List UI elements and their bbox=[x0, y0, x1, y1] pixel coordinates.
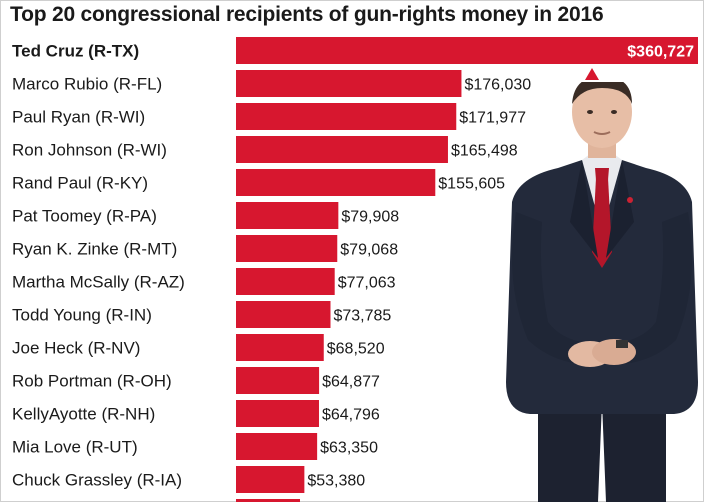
bar bbox=[236, 400, 319, 427]
bar bbox=[236, 433, 318, 460]
bar bbox=[236, 334, 324, 361]
value-label: $171,977 bbox=[459, 110, 526, 127]
value-label: $77,063 bbox=[338, 275, 396, 292]
pointer-arrow-icon bbox=[585, 68, 599, 80]
person-portrait-image bbox=[506, 82, 698, 502]
category-label: KellyAyotte (R-NH) bbox=[12, 405, 155, 424]
bar bbox=[236, 268, 335, 295]
bar bbox=[236, 367, 320, 394]
category-label: Joe Heck (R-NV) bbox=[12, 339, 140, 358]
bar bbox=[236, 70, 462, 97]
category-label: Marco Rubio (R-FL) bbox=[12, 75, 162, 94]
value-label: $73,785 bbox=[333, 308, 391, 325]
category-label: Martha McSally (R-AZ) bbox=[12, 273, 185, 292]
value-label: $64,796 bbox=[322, 407, 380, 424]
category-label: Pat Toomey (R-PA) bbox=[12, 207, 157, 226]
bar bbox=[236, 202, 339, 229]
category-label: Rand Paul (R-KY) bbox=[12, 174, 148, 193]
value-label: $64,877 bbox=[322, 374, 380, 391]
bar bbox=[236, 37, 698, 64]
bar bbox=[236, 103, 457, 130]
bar-cropped bbox=[236, 499, 300, 502]
value-label: $155,605 bbox=[438, 176, 505, 193]
bar bbox=[236, 235, 338, 262]
bar bbox=[236, 301, 331, 328]
bar bbox=[236, 466, 305, 493]
category-label: Paul Ryan (R-WI) bbox=[12, 108, 145, 127]
value-label: $79,908 bbox=[341, 209, 399, 226]
bar bbox=[236, 136, 448, 163]
value-label: $165,498 bbox=[451, 143, 518, 160]
category-label: Ryan K. Zinke (R-MT) bbox=[12, 240, 177, 259]
value-label: $79,068 bbox=[340, 242, 398, 259]
category-label: Ted Cruz (R-TX) bbox=[12, 42, 139, 61]
value-label: $176,030 bbox=[464, 77, 531, 94]
value-label: $360,727 bbox=[627, 44, 694, 61]
value-label: $63,350 bbox=[320, 440, 378, 457]
value-label: $53,380 bbox=[307, 473, 365, 490]
chart-title: Top 20 congressional recipients of gun-r… bbox=[10, 3, 604, 26]
category-label: Mia Love (R-UT) bbox=[12, 438, 138, 457]
category-label: Rob Portman (R-OH) bbox=[12, 372, 172, 391]
category-label: Todd Young (R-IN) bbox=[12, 306, 152, 325]
value-label: $68,520 bbox=[327, 341, 385, 358]
category-label: Chuck Grassley (R-IA) bbox=[12, 471, 182, 490]
category-label: Ron Johnson (R-WI) bbox=[12, 141, 167, 160]
bar bbox=[236, 169, 436, 196]
